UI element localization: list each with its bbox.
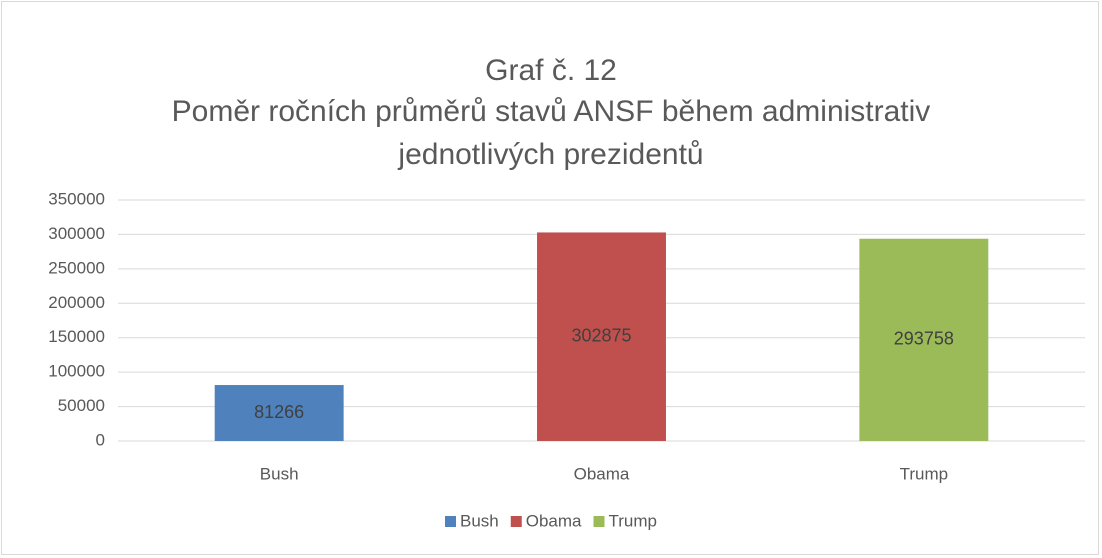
legend-label: Trump xyxy=(609,511,658,530)
chart-title: Graf č. 12 xyxy=(485,54,617,87)
bar xyxy=(214,385,344,441)
y-tick-label: 250000 xyxy=(48,258,105,277)
y-tick-label: 150000 xyxy=(48,327,105,346)
y-tick-label: 350000 xyxy=(48,189,105,208)
data-label: 293758 xyxy=(894,329,954,349)
y-tick-label: 0 xyxy=(96,430,105,449)
y-tick-label: 100000 xyxy=(48,362,105,381)
y-tick-label: 300000 xyxy=(48,224,105,243)
y-tick-label: 200000 xyxy=(48,293,105,312)
legend-label: Bush xyxy=(460,511,499,530)
data-label: 302875 xyxy=(571,325,631,345)
bar xyxy=(537,232,666,441)
x-tick-label: Trump xyxy=(900,464,949,483)
bar xyxy=(859,238,989,441)
chart-subtitle: Poměr ročních průměrů stavů ANSF během a… xyxy=(171,95,931,171)
legend-swatch xyxy=(445,516,456,527)
data-label: 81266 xyxy=(254,402,304,422)
legend-swatch xyxy=(593,516,605,527)
legend-swatch xyxy=(510,516,522,527)
y-tick-label: 50000 xyxy=(58,396,105,415)
legend: Bush Obama Trump xyxy=(445,511,657,530)
legend-label: Obama xyxy=(526,511,582,530)
x-tick-label: Bush xyxy=(260,464,299,483)
x-tick-label: Obama xyxy=(574,464,630,483)
